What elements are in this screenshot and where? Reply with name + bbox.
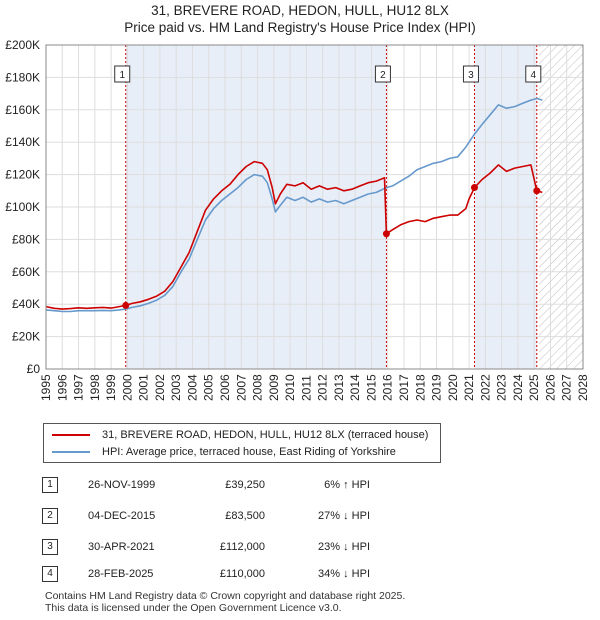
x-tick-label: 2004 bbox=[185, 374, 199, 401]
sale-point bbox=[382, 230, 390, 238]
sale-row: 4 28-FEB-2025 £110,000 34% ↓ HPI bbox=[0, 564, 600, 584]
x-tick-label: 2028 bbox=[576, 374, 590, 401]
x-tick-label: 2016 bbox=[381, 374, 395, 401]
sale-date: 28-FEB-2025 bbox=[88, 568, 154, 580]
footer-line-1: Contains HM Land Registry data © Crown c… bbox=[45, 590, 406, 602]
sale-price: £110,000 bbox=[219, 568, 265, 580]
sale-point bbox=[533, 187, 541, 195]
y-tick-label: £0 bbox=[27, 362, 41, 376]
sale-date: 04-DEC-2015 bbox=[88, 510, 156, 522]
x-tick-label: 2025 bbox=[527, 374, 541, 401]
sale-marker-box bbox=[374, 65, 391, 83]
sale-marker-box bbox=[114, 65, 131, 83]
x-tick-label: 2009 bbox=[267, 374, 281, 401]
sale-hpi-diff: 27% ↓ HPI bbox=[318, 510, 370, 522]
sale-row: 1 26-NOV-1999 £39,250 6% ↑ HPI bbox=[0, 475, 600, 495]
sale-price: £112,000 bbox=[219, 541, 265, 553]
sale-marker-label: 3 bbox=[468, 70, 474, 81]
sale-point bbox=[122, 301, 130, 309]
x-tick-label: 2024 bbox=[511, 374, 525, 401]
sale-price: £83,500 bbox=[225, 510, 265, 522]
chart-legend: 31, BREVERE ROAD, HEDON, HULL, HU12 8LX … bbox=[43, 423, 441, 463]
sale-hpi-diff: 23% ↓ HPI bbox=[318, 541, 370, 553]
y-tick-label: £120K bbox=[5, 168, 40, 182]
sale-marker-label: 1 bbox=[119, 70, 125, 81]
x-tick-label: 1995 bbox=[39, 374, 53, 401]
y-tick-label: £100K bbox=[5, 200, 40, 214]
y-tick-label: £200K bbox=[5, 38, 40, 52]
x-tick-label: 2023 bbox=[495, 374, 509, 401]
x-tick-label: 2007 bbox=[234, 374, 248, 401]
y-tick-label: £140K bbox=[5, 135, 40, 149]
sale-marker-box bbox=[525, 65, 542, 83]
plot-border bbox=[45, 44, 584, 370]
x-tick-label: 2010 bbox=[283, 374, 297, 401]
x-tick-label: 2001 bbox=[137, 374, 151, 401]
y-tick-label: £60K bbox=[12, 265, 40, 279]
series-line-hpi bbox=[45, 97, 543, 313]
x-tick-label: 1999 bbox=[104, 374, 118, 401]
series-line-property bbox=[45, 160, 543, 310]
x-tick-label: 2015 bbox=[364, 374, 378, 401]
sale-marker-label: 4 bbox=[531, 70, 537, 81]
sale-marker-box bbox=[462, 65, 479, 83]
sale-row: 3 30-APR-2021 £112,000 23% ↓ HPI bbox=[0, 537, 600, 557]
x-tick-label: 2026 bbox=[543, 374, 557, 401]
x-tick-label: 2021 bbox=[462, 374, 476, 401]
y-tick-label: £80K bbox=[12, 232, 40, 246]
sale-row: 2 04-DEC-2015 £83,500 27% ↓ HPI bbox=[0, 506, 600, 526]
x-tick-label: 2005 bbox=[202, 374, 216, 401]
sale-date: 30-APR-2021 bbox=[88, 541, 155, 553]
x-tick-label: 1998 bbox=[88, 374, 102, 401]
sale-point bbox=[470, 184, 478, 192]
x-tick-label: 2003 bbox=[169, 374, 183, 401]
y-tick-label: £160K bbox=[5, 103, 40, 117]
legend-swatch-property bbox=[52, 434, 90, 436]
x-tick-label: 2019 bbox=[430, 374, 444, 401]
title-line-2: Price paid vs. HM Land Registry's House … bbox=[124, 20, 476, 35]
footer-line-2: This data is licensed under the Open Gov… bbox=[45, 602, 342, 614]
x-tick-label: 2002 bbox=[153, 374, 167, 401]
x-tick-label: 2011 bbox=[299, 375, 313, 401]
sale-hpi-diff: 6% ↑ HPI bbox=[324, 479, 370, 491]
sale-hpi-diff: 34% ↓ HPI bbox=[318, 568, 370, 580]
legend-label-property: 31, BREVERE ROAD, HEDON, HULL, HU12 8LX … bbox=[102, 429, 429, 441]
sale-marker-label: 2 bbox=[380, 70, 386, 81]
sale-number-badge: 2 bbox=[42, 508, 58, 524]
title-line-1: 31, BREVERE ROAD, HEDON, HULL, HU12 8LX bbox=[151, 3, 449, 18]
x-tick-label: 1997 bbox=[72, 374, 86, 401]
price-chart: 1 2 3 4 £0 £20K £40K £60K £80K £100K £120K £140K £1… bbox=[5, 38, 590, 401]
x-tick-label: 1996 bbox=[55, 374, 69, 401]
x-tick-label: 2020 bbox=[446, 374, 460, 401]
sale-price: £39,250 bbox=[225, 479, 265, 491]
sale-number-badge: 1 bbox=[42, 477, 58, 493]
x-tick-label: 2012 bbox=[316, 374, 330, 401]
x-tick-label: 2018 bbox=[413, 374, 427, 401]
sale-date: 26-NOV-1999 bbox=[88, 479, 156, 491]
x-tick-label: 2008 bbox=[251, 374, 265, 401]
legend-swatch-hpi bbox=[52, 451, 90, 453]
sale-number-badge: 3 bbox=[42, 539, 58, 555]
x-tick-label: 2017 bbox=[397, 374, 411, 401]
x-tick-label: 2013 bbox=[332, 374, 346, 401]
footer-attribution: Contains HM Land Registry data © Crown c… bbox=[45, 590, 405, 614]
x-tick-label: 2006 bbox=[218, 374, 232, 401]
x-tick-label: 2022 bbox=[478, 374, 492, 401]
x-tick-label: 2000 bbox=[120, 374, 134, 401]
legend-label-hpi: HPI: Average price, terraced house, East… bbox=[102, 446, 396, 458]
chart-title: 31, BREVERE ROAD, HEDON, HULL, HU12 8LX … bbox=[0, 2, 600, 36]
sale-number-badge: 4 bbox=[42, 566, 58, 582]
y-tick-label: £180K bbox=[5, 70, 40, 84]
x-tick-label: 2027 bbox=[560, 374, 574, 401]
y-tick-label: £40K bbox=[12, 297, 40, 311]
y-tick-label: £20K bbox=[12, 330, 40, 344]
x-tick-label: 2014 bbox=[348, 374, 362, 401]
